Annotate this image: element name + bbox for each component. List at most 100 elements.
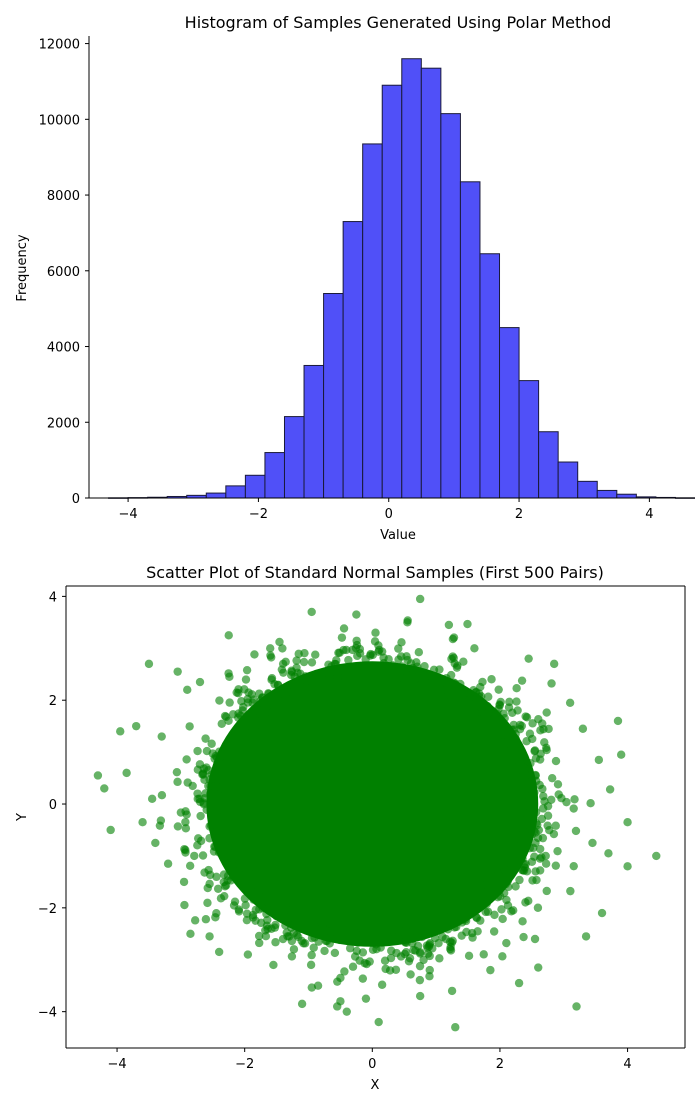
scatter-point: [521, 859, 530, 869]
scatter-point: [401, 938, 410, 947]
scatter-point: [156, 816, 166, 825]
scatter-point: [415, 991, 425, 1001]
scatter-point: [242, 909, 252, 918]
scatter-chart: Scatter Plot of Standard Normal Samples …: [15, 563, 686, 1093]
scatter-point: [211, 751, 220, 761]
scatter-xtick-label: −2: [235, 1057, 254, 1072]
scatter-point: [522, 839, 532, 849]
scatter-point: [219, 781, 228, 791]
scatter-point: [581, 932, 591, 941]
scatter-point: [307, 607, 316, 617]
scatter-point: [241, 901, 250, 910]
scatter-point: [93, 771, 103, 780]
scatter-ytick-label: 4: [49, 590, 57, 605]
scatter-point: [319, 676, 329, 685]
scatter-point: [309, 943, 318, 952]
scatter-point: [543, 821, 552, 830]
scatter-point: [173, 777, 182, 787]
histogram-bar: [401, 58, 422, 499]
scatter-point: [324, 665, 333, 675]
scatter-point: [307, 658, 317, 667]
scatter-point: [290, 913, 299, 923]
scatter-point: [241, 732, 251, 741]
scatter-point: [219, 775, 228, 784]
scatter-point: [470, 708, 480, 718]
scatter-point: [437, 685, 446, 695]
scatter-point: [386, 953, 396, 963]
scatter-point: [224, 716, 233, 726]
scatter-point: [300, 919, 310, 929]
scatter-point: [451, 1023, 460, 1032]
scatter-point: [397, 638, 406, 647]
scatter-point: [282, 905, 291, 914]
scatter-point: [464, 698, 473, 707]
scatter-point: [503, 853, 512, 863]
scatter-point: [444, 684, 454, 694]
scatter-point: [255, 938, 264, 948]
scatter-point: [554, 790, 563, 799]
scatter-point: [353, 651, 362, 661]
histogram-xtick-label: −4: [119, 507, 138, 522]
scatter-point: [512, 697, 521, 706]
scatter-point: [352, 930, 362, 940]
scatter-point: [450, 679, 460, 688]
scatter-point: [503, 877, 512, 886]
histogram-bar: [440, 113, 461, 499]
scatter-point: [535, 866, 545, 875]
scatter-point: [181, 824, 191, 833]
scatter-point: [511, 828, 520, 837]
scatter-point: [211, 913, 220, 922]
scatter-point: [267, 675, 276, 684]
scatter-point: [311, 650, 320, 659]
scatter-point: [511, 882, 520, 891]
histogram-bar: [499, 327, 520, 499]
scatter-point: [539, 792, 548, 801]
scatter-point: [271, 938, 280, 947]
scatter-point: [413, 941, 423, 951]
scatter-point: [228, 868, 237, 877]
scatter-point: [336, 997, 345, 1006]
scatter-point: [224, 741, 233, 750]
scatter-point: [342, 1007, 351, 1016]
scatter-point: [217, 719, 226, 728]
scatter-point: [397, 652, 406, 661]
scatter-point: [531, 807, 541, 817]
scatter-point: [528, 876, 537, 885]
scatter-point: [553, 780, 563, 789]
scatter-ytick-label: −2: [38, 902, 57, 917]
scatter-point: [106, 825, 115, 835]
scatter-point: [415, 949, 425, 958]
scatter-point: [358, 937, 368, 947]
scatter-point: [210, 782, 220, 791]
scatter-point: [241, 675, 251, 684]
scatter-point: [391, 665, 400, 675]
scatter-point: [201, 915, 211, 924]
scatter-point: [255, 905, 264, 914]
scatter-point: [413, 927, 423, 936]
scatter-ytick-label: 2: [49, 694, 57, 709]
histogram-xtick-label: 4: [645, 507, 653, 522]
scatter-point: [100, 784, 109, 793]
scatter-point: [425, 679, 434, 688]
scatter-point: [266, 644, 275, 653]
scatter-point: [273, 680, 283, 690]
scatter-point: [339, 624, 349, 633]
scatter-point: [457, 918, 467, 927]
scatter-point: [230, 897, 240, 906]
scatter-point: [541, 859, 551, 868]
scatter-point: [193, 789, 202, 798]
scatter-point: [297, 999, 307, 1009]
scatter-point: [328, 921, 338, 930]
scatter-point: [452, 922, 461, 932]
scatter-point: [498, 914, 507, 924]
scatter-point: [296, 687, 305, 697]
scatter-point: [242, 665, 252, 675]
histogram-bars: [108, 58, 695, 499]
scatter-point: [652, 851, 661, 861]
scatter-point: [547, 795, 556, 804]
scatter-point: [188, 781, 197, 791]
scatter-point: [489, 927, 499, 936]
scatter-point: [306, 928, 316, 937]
scatter-point: [543, 801, 553, 811]
scatter-point: [451, 908, 461, 918]
